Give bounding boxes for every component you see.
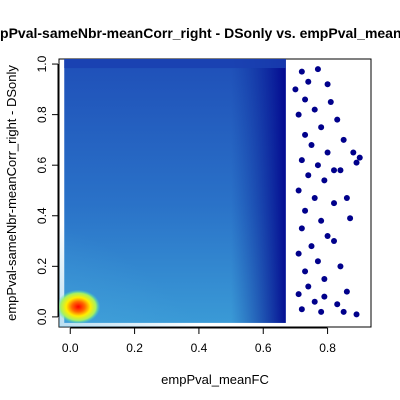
outlier-point (353, 159, 360, 166)
outlier-point (321, 177, 328, 184)
y-axis-label: empPval-sameNbr-meanCorr_right - DSonly (4, 65, 19, 321)
outlier-point (337, 167, 344, 174)
x-tick-label: 0.6 (255, 341, 272, 355)
density-top-band (64, 59, 286, 69)
outlier-point (302, 96, 309, 103)
outlier-point (343, 288, 350, 295)
density-cyan-region (59, 192, 244, 327)
density-sparse-edge (231, 59, 286, 323)
outlier-point (334, 116, 341, 123)
outlier-point (308, 243, 315, 250)
outlier-point (295, 111, 302, 118)
outlier-point (343, 195, 350, 202)
outlier-point (298, 157, 305, 164)
outlier-point (311, 106, 318, 113)
outlier-point (318, 124, 325, 131)
outlier-point (324, 81, 331, 88)
outlier-point (295, 291, 302, 298)
outlier-point (324, 232, 331, 239)
y-axis: 0.0 0.2 0.4 0.6 0.8 1.0 (35, 55, 59, 325)
outlier-point (331, 167, 338, 174)
x-tick-label: 0.2 (126, 341, 143, 355)
outlier-point (350, 149, 357, 156)
x-axis: 0.0 0.2 0.4 0.6 0.8 (62, 327, 336, 355)
outlier-point (353, 311, 360, 318)
x-tick-label: 0.4 (191, 341, 208, 355)
outlier-point (302, 131, 309, 138)
outlier-point (327, 98, 334, 105)
density-layer (59, 59, 363, 327)
outlier-point (347, 215, 354, 222)
outlier-point (324, 149, 331, 156)
x-axis-label: empPval_meanFC (161, 372, 269, 387)
outlier-point (331, 238, 338, 245)
y-tick-label: 0.2 (35, 258, 49, 275)
outlier-point (356, 154, 363, 161)
outlier-point (295, 187, 302, 194)
outlier-point (302, 268, 309, 275)
chart-title: empPval-sameNbr-meanCorr_right - DSonly … (0, 25, 400, 41)
outlier-point (298, 306, 305, 313)
y-tick-label: 1.0 (35, 55, 49, 72)
outlier-point (298, 68, 305, 75)
outlier-point (340, 136, 347, 143)
outlier-point (298, 225, 305, 232)
outlier-point (292, 86, 299, 93)
outlier-point (295, 250, 302, 257)
y-tick-label: 0.4 (35, 207, 49, 224)
outlier-point (308, 141, 315, 148)
outlier-point (314, 162, 321, 169)
x-tick-label: 0.8 (319, 341, 336, 355)
outlier-point (321, 275, 328, 282)
outlier-point (334, 301, 341, 308)
outlier-point (311, 298, 318, 305)
outlier-point (314, 258, 321, 265)
outlier-point (318, 308, 325, 315)
outlier-point (340, 308, 347, 315)
outlier-point (321, 293, 328, 300)
density-peak (59, 289, 101, 324)
outlier-point (302, 207, 309, 214)
y-tick-label: 0.0 (35, 308, 49, 325)
x-tick-label: 0.0 (62, 341, 79, 355)
outlier-point (318, 217, 325, 224)
y-tick-label: 0.6 (35, 157, 49, 174)
outlier-point (314, 66, 321, 73)
outlier-point (305, 78, 312, 85)
outlier-point (337, 263, 344, 270)
outlier-point (305, 283, 312, 290)
outlier-point (305, 172, 312, 179)
outlier-point (311, 195, 318, 202)
outlier-point (331, 200, 338, 207)
y-tick-label: 0.8 (35, 106, 49, 123)
